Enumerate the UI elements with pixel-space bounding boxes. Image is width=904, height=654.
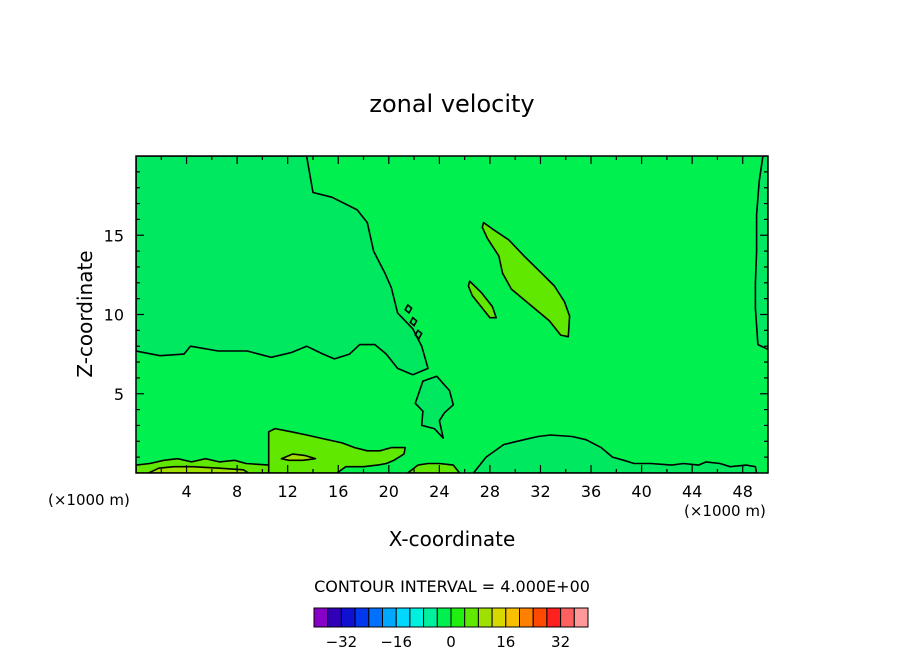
y-axis-ticks: 5 10 15: [104, 171, 768, 458]
x-tick-label: 48: [733, 482, 753, 501]
colorbar-swatch: [560, 607, 575, 628]
contour-region: [406, 462, 461, 473]
colorbar-tick-label: 32: [551, 633, 570, 651]
contour-region: [754, 156, 768, 351]
contour-loop: [404, 303, 413, 315]
colorbar-swatch: [340, 607, 356, 628]
x-axis-label: X-coordinate: [389, 527, 516, 551]
colorbar-tick-label: −16: [380, 633, 412, 651]
colorbar-tick-label: −32: [326, 633, 358, 651]
y-tick-label: 5: [114, 385, 124, 404]
colorbar-swatch: [436, 607, 452, 628]
x-tick-label: 16: [328, 482, 348, 501]
x-tick-label: 12: [278, 482, 298, 501]
colorbar-swatch: [464, 607, 479, 628]
colorbar-swatch: [505, 607, 520, 628]
x-tick-label: 4: [181, 482, 191, 501]
x-unit-left: (×1000 m): [48, 491, 130, 509]
colorbar-swatch: [546, 607, 562, 628]
chart-title: zonal velocity: [369, 90, 534, 118]
x-tick-label: 8: [232, 482, 242, 501]
contour-region: [267, 427, 407, 473]
colorbar-swatch: [395, 607, 411, 628]
contour-loop: [414, 329, 423, 340]
y-tick-label: 10: [104, 306, 124, 325]
contour-regions: [136, 156, 768, 473]
colorbar-swatch: [368, 607, 383, 628]
x-tick-label: 24: [429, 482, 449, 501]
contour-region: [467, 280, 498, 319]
contour-loops: [404, 303, 423, 340]
x-tick-label: 32: [530, 482, 550, 501]
contour-interval-label: CONTOUR INTERVAL = 4.000E+00: [314, 577, 590, 596]
colorbar-swatch: [423, 607, 438, 628]
x-tick-label: 28: [480, 482, 500, 501]
colorbar-swatch: [409, 607, 425, 628]
colorbar-swatch: [313, 607, 329, 628]
colorbar-swatch: [354, 607, 370, 628]
colorbar: −32 −16 0 16 32: [313, 607, 589, 651]
colorbar-swatch: [477, 607, 493, 628]
y-axis-label: Z-coordinate: [73, 250, 97, 377]
contour-region: [472, 434, 758, 473]
colorbar-swatch: [532, 607, 548, 628]
colorbar-tick-label: 0: [446, 633, 456, 651]
colorbar-swatch: [573, 607, 589, 628]
colorbar-swatch: [327, 607, 342, 628]
x-unit-right: (×1000 m): [684, 502, 766, 520]
x-axis-ticks: 4 8 12 16 20 24 28 32 36 40 44 48: [160, 156, 753, 501]
colorbar-tick-label: 16: [496, 633, 515, 651]
contour-region: [414, 375, 455, 439]
contour-region: [136, 156, 429, 376]
colorbar-swatch: [519, 607, 534, 628]
x-tick-label: 44: [682, 482, 702, 501]
x-tick-label: 40: [631, 482, 651, 501]
x-tick-label: 36: [581, 482, 601, 501]
contour-region: [280, 453, 317, 462]
colorbar-swatch: [491, 607, 507, 628]
x-tick-label: 20: [379, 482, 399, 501]
contour-region: [481, 221, 571, 338]
y-tick-label: 15: [104, 226, 124, 245]
contour-loop: [409, 316, 418, 327]
colorbar-swatch: [382, 607, 397, 628]
colorbar-swatch: [450, 607, 466, 628]
